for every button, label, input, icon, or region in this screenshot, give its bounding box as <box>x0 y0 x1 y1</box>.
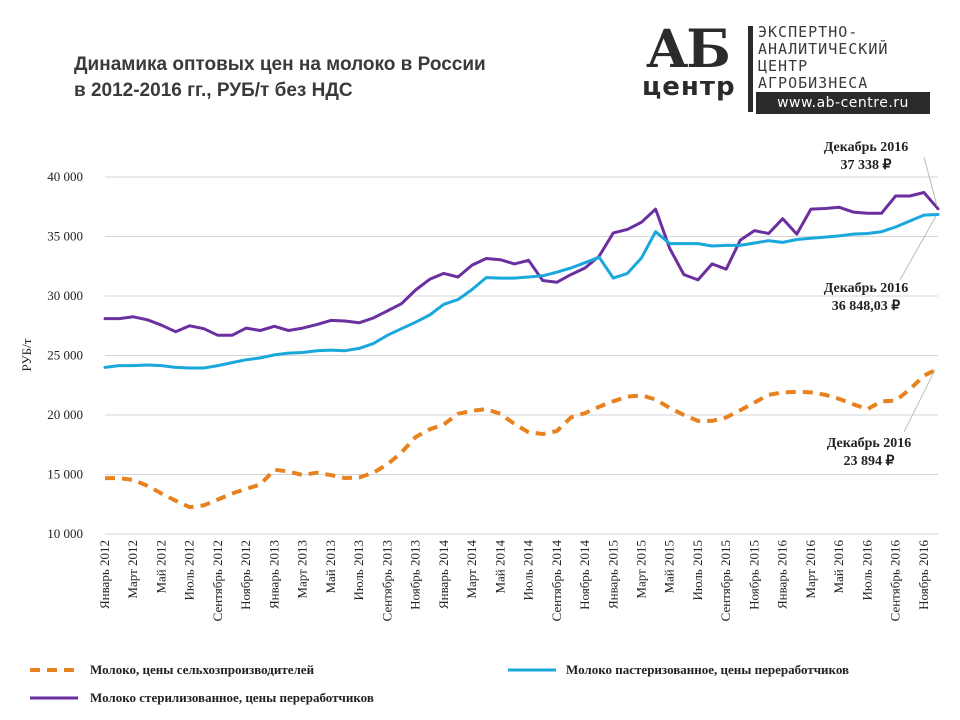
x-tick-label: Январь 2016 <box>775 540 790 610</box>
annotation-leader-pasteurized <box>899 215 937 281</box>
x-tick-label: Ноябрь 2013 <box>408 540 423 610</box>
x-tick-label: Ноябрь 2015 <box>746 540 761 610</box>
x-tick-label: Май 2013 <box>323 540 338 594</box>
y-tick-label: 30 000 <box>47 288 83 303</box>
legend-label-farmers: Молоко, цены сельхозпроизводителей <box>90 662 315 677</box>
annotation-sterilized-label: Декабрь 2016 <box>824 140 909 155</box>
annotation-leader-farmers <box>903 369 936 433</box>
legend-item-sterilized: Молоко стерилизованное, цены переработчи… <box>30 690 374 705</box>
annotation-farmers-label: Декабрь 2016 <box>827 436 912 451</box>
x-tick-label: Март 2012 <box>125 540 140 599</box>
annotation-pasteurized-label: Декабрь 2016 <box>824 281 909 296</box>
x-tick-label: Март 2015 <box>634 540 649 599</box>
x-tick-label: Март 2013 <box>295 540 310 599</box>
logo-divider <box>748 26 753 112</box>
x-tick-label: Июль 2014 <box>521 540 536 601</box>
y-tick-label: 10 000 <box>47 526 83 541</box>
x-tick-label: Январь 2014 <box>436 540 451 610</box>
x-tick-label: Май 2016 <box>831 540 846 594</box>
legend-label-pasteurized: Молоко пастеризованное, цены переработчи… <box>566 662 849 677</box>
x-tick-label: Сентябрь 2014 <box>549 540 564 622</box>
chart-title: Динамика оптовых цен на молоко в России … <box>74 52 594 104</box>
x-tick-label: Ноябрь 2014 <box>577 540 592 610</box>
logo-mark-center: центр <box>642 72 736 102</box>
y-tick-label: 35 000 <box>47 229 83 244</box>
x-tick-label: Январь 2013 <box>266 540 281 609</box>
series-line-sterilized <box>103 191 940 337</box>
x-tick-label: Март 2016 <box>803 540 818 599</box>
y-axis-label: РУБ/т <box>19 338 34 371</box>
annotation-leader-sterilized <box>923 156 938 207</box>
logo-text-line-4: АГРОБИЗНЕСА <box>758 74 869 92</box>
legend-item-farmers: Молоко, цены сельхозпроизводителей <box>30 662 315 677</box>
y-tick-label: 20 000 <box>47 407 83 422</box>
grid-lines <box>105 176 938 535</box>
legend-item-pasteurized: Молоко пастеризованное, цены переработчи… <box>508 662 849 677</box>
x-tick-label: Ноябрь 2012 <box>238 540 253 610</box>
annotation-pasteurized-value: 36 848,03 ₽ <box>832 299 901 314</box>
series-lines <box>103 191 940 510</box>
legend: Молоко, цены сельхозпроизводителей Молок… <box>30 662 849 705</box>
x-tick-label: Июль 2015 <box>690 540 705 600</box>
annotations: Декабрь 2016 37 338 ₽ Декабрь 2016 36 84… <box>824 140 938 469</box>
y-axis-ticks: 10 000 15 000 20 000 25 000 30 000 35 000 40 0… <box>47 169 83 541</box>
x-tick-label: Январь 2012 <box>97 540 112 609</box>
logo-url: www.ab-centre.ru <box>756 92 930 114</box>
x-tick-label: Май 2015 <box>662 540 677 594</box>
x-tick-label: Май 2014 <box>492 540 507 594</box>
logo-mark-ab: АБ <box>646 19 731 80</box>
x-tick-label: Сентябрь 2013 <box>379 540 394 621</box>
y-tick-label: 25 000 <box>47 348 83 363</box>
x-tick-label: Январь 2015 <box>605 540 620 609</box>
x-tick-label: Сентябрь 2015 <box>718 540 733 621</box>
x-tick-label: Март 2014 <box>464 540 479 599</box>
chart-title-line-1: Динамика оптовых цен на молоко в России <box>74 54 486 75</box>
x-tick-label: Май 2012 <box>153 540 168 594</box>
annotation-farmers-value: 23 894 ₽ <box>844 454 895 469</box>
x-tick-label: Июль 2012 <box>182 540 197 600</box>
x-tick-label: Сентябрь 2016 <box>888 540 903 622</box>
chart-title-line-2: в 2012-2016 гг., РУБ/т без НДС <box>74 80 353 101</box>
annotation-sterilized-value: 37 338 ₽ <box>841 158 892 173</box>
logo-mark: АБ центр <box>640 19 744 118</box>
logo-text-line-2: АНАЛИТИЧЕСКИЙ <box>758 40 889 58</box>
x-tick-label: Июль 2013 <box>351 540 366 600</box>
x-axis-ticks: Январь 2012 Март 2012 Май 2012 Июль 2012 Сен… <box>97 540 931 622</box>
logo-text: ЭКСПЕРТНО- АНАЛИТИЧЕСКИЙ ЦЕНТР АГРОБИЗНЕ… <box>758 24 888 92</box>
legend-label-sterilized: Молоко стерилизованное, цены переработчи… <box>90 690 374 705</box>
x-tick-label: Ноябрь 2016 <box>916 540 931 610</box>
y-tick-label: 15 000 <box>47 467 83 482</box>
x-tick-label: Сентябрь 2012 <box>210 540 225 621</box>
y-tick-label: 40 000 <box>47 169 83 184</box>
x-tick-label: Июль 2016 <box>859 540 874 601</box>
logo-text-line-1: ЭКСПЕРТНО- <box>758 23 859 41</box>
series-line-pasteurized <box>103 213 940 370</box>
series-line-farmers <box>105 366 939 510</box>
logo-text-line-3: ЦЕНТР <box>758 57 809 75</box>
ab-centre-logo: АБ центр ЭКСПЕРТНО- АНАЛИТИЧЕСКИЙ ЦЕНТР … <box>640 19 930 118</box>
